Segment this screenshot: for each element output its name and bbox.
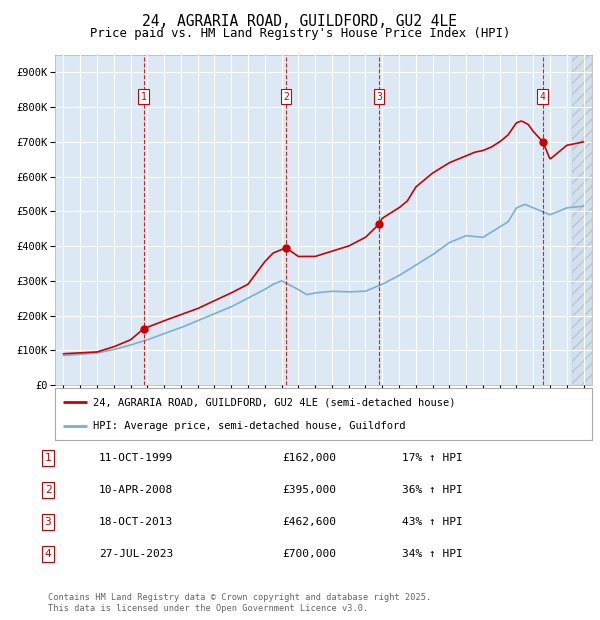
Text: 2: 2 [283, 92, 289, 102]
Text: 4: 4 [540, 92, 546, 102]
Text: 2: 2 [44, 485, 52, 495]
Bar [572, 55, 592, 385]
Text: Price paid vs. HM Land Registry's House Price Index (HPI): Price paid vs. HM Land Registry's House … [90, 27, 510, 40]
Text: 1: 1 [140, 92, 146, 102]
Text: £700,000: £700,000 [282, 549, 336, 559]
Text: 3: 3 [376, 92, 382, 102]
Text: 11-OCT-1999: 11-OCT-1999 [99, 453, 173, 463]
Text: Contains HM Land Registry data © Crown copyright and database right 2025.
This d: Contains HM Land Registry data © Crown c… [48, 593, 431, 613]
Text: £395,000: £395,000 [282, 485, 336, 495]
Text: £162,000: £162,000 [282, 453, 336, 463]
Text: 43% ↑ HPI: 43% ↑ HPI [402, 517, 463, 527]
Text: 10-APR-2008: 10-APR-2008 [99, 485, 173, 495]
Text: 34% ↑ HPI: 34% ↑ HPI [402, 549, 463, 559]
Text: 3: 3 [44, 517, 52, 527]
Text: 24, AGRARIA ROAD, GUILDFORD, GU2 4LE: 24, AGRARIA ROAD, GUILDFORD, GU2 4LE [143, 14, 458, 29]
Text: £462,600: £462,600 [282, 517, 336, 527]
Text: 24, AGRARIA ROAD, GUILDFORD, GU2 4LE (semi-detached house): 24, AGRARIA ROAD, GUILDFORD, GU2 4LE (se… [92, 397, 455, 407]
Text: 4: 4 [44, 549, 52, 559]
Text: 36% ↑ HPI: 36% ↑ HPI [402, 485, 463, 495]
Text: HPI: Average price, semi-detached house, Guildford: HPI: Average price, semi-detached house,… [92, 421, 405, 431]
Text: 1: 1 [44, 453, 52, 463]
Text: 18-OCT-2013: 18-OCT-2013 [99, 517, 173, 527]
Text: 17% ↑ HPI: 17% ↑ HPI [402, 453, 463, 463]
Text: 27-JUL-2023: 27-JUL-2023 [99, 549, 173, 559]
